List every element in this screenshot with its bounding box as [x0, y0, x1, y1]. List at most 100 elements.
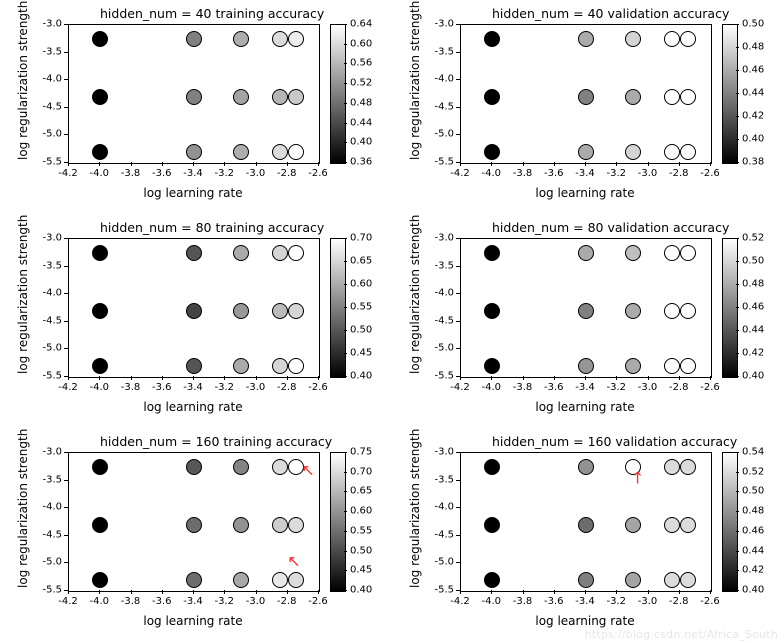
scatter-point [664, 245, 680, 261]
y-tick-mark [456, 293, 460, 294]
scatter-point [288, 572, 304, 588]
scatter-point [578, 31, 594, 47]
x-tick-label: -4.0 [89, 596, 109, 607]
colorbar-tick-mark [344, 83, 347, 84]
scatter-point [484, 358, 500, 374]
colorbar-tick-label: 0.42 [742, 565, 764, 576]
y-tick-label: -3.5 [26, 260, 62, 271]
y-tick-label: -4.0 [26, 74, 62, 85]
colorbar-tick-label: 0.40 [742, 371, 764, 382]
x-tick-mark [162, 590, 163, 594]
scatter-point [578, 358, 594, 374]
scatter-point [233, 144, 249, 160]
plot-area: ↖↖ [68, 452, 320, 592]
x-tick-label: -3.4 [575, 382, 595, 393]
colorbar-tick-mark [736, 70, 739, 71]
scatter-point [92, 517, 108, 533]
scatter-point [186, 31, 202, 47]
x-tick-label: -2.8 [669, 596, 689, 607]
x-tick-mark [554, 590, 555, 594]
x-tick-label: -3.0 [638, 596, 658, 607]
colorbar-tick-label: 0.40 [742, 585, 764, 596]
x-tick-label: -4.2 [58, 596, 78, 607]
x-tick-mark [460, 376, 461, 380]
x-tick-label: -2.6 [308, 596, 328, 607]
x-tick-mark [99, 162, 100, 166]
colorbar-tick-label: 0.52 [742, 466, 764, 477]
colorbar-tick-label: 0.64 [350, 19, 372, 30]
colorbar-tick-label: 0.52 [742, 233, 764, 244]
y-tick-label: -5.0 [26, 129, 62, 140]
x-tick-label: -4.2 [450, 168, 470, 179]
colorbar-tick-label: 0.50 [742, 486, 764, 497]
colorbar-tick-label: 0.65 [350, 486, 372, 497]
colorbar-tick-mark [736, 531, 739, 532]
x-tick-label: -3.2 [214, 168, 234, 179]
x-tick-label: -3.4 [575, 168, 595, 179]
colorbar-tick-mark [736, 116, 739, 117]
scatter-point [664, 31, 680, 47]
y-tick-label: -5.0 [418, 343, 454, 354]
colorbar-tick-label: 0.48 [742, 279, 764, 290]
scatter-point [484, 303, 500, 319]
x-tick-mark [318, 376, 319, 380]
colorbar-tick-mark [344, 261, 347, 262]
x-tick-label: -2.8 [277, 168, 297, 179]
colorbar-tick-label: 0.60 [350, 279, 372, 290]
x-tick-label: -3.6 [152, 596, 172, 607]
x-tick-mark [523, 162, 524, 166]
scatter-point [680, 459, 696, 475]
y-tick-mark [456, 79, 460, 80]
scatter-point [233, 303, 249, 319]
x-tick-mark [616, 590, 617, 594]
y-tick-mark [64, 107, 68, 108]
colorbar-tick-mark [344, 452, 347, 453]
colorbar-tick-label: 0.40 [350, 371, 372, 382]
y-tick-label: -3.0 [418, 19, 454, 30]
y-tick-mark [456, 52, 460, 53]
x-tick-mark [99, 590, 100, 594]
scatter-point [625, 245, 641, 261]
scatter-point [625, 89, 641, 105]
colorbar-tick-label: 0.46 [742, 302, 764, 313]
subplot-grid: hidden_num = 40 training accuracylog lea… [0, 0, 784, 643]
y-tick-mark [64, 507, 68, 508]
y-tick-label: -3.5 [418, 474, 454, 485]
colorbar-tick-label: 0.55 [350, 302, 372, 313]
plot-area [68, 238, 320, 378]
x-tick-mark [710, 162, 711, 166]
scatter-point [664, 144, 680, 160]
y-tick-mark [456, 162, 460, 163]
colorbar-tick-label: 0.36 [350, 157, 372, 168]
y-tick-mark [456, 452, 460, 453]
y-tick-label: -5.5 [26, 157, 62, 168]
y-tick-label: -3.5 [418, 260, 454, 271]
x-tick-mark [679, 162, 680, 166]
scatter-point [680, 245, 696, 261]
y-tick-mark [456, 562, 460, 563]
scatter-point [288, 517, 304, 533]
scatter-point [288, 31, 304, 47]
y-tick-mark [64, 535, 68, 536]
panel-title: hidden_num = 40 validation accuracy [492, 6, 729, 21]
x-tick-mark [131, 376, 132, 380]
x-tick-label: -4.0 [89, 382, 109, 393]
panel-title: hidden_num = 80 training accuracy [100, 220, 324, 235]
scatter-point [578, 89, 594, 105]
x-tick-mark [68, 162, 69, 166]
scatter-point [186, 572, 202, 588]
x-tick-mark [287, 162, 288, 166]
scatter-point [92, 144, 108, 160]
panel-h40-train: hidden_num = 40 training accuracylog lea… [0, 0, 392, 214]
colorbar-tick-mark [344, 376, 347, 377]
scatter-point [272, 303, 288, 319]
scatter-point [578, 459, 594, 475]
x-tick-mark [585, 590, 586, 594]
colorbar-tick-mark [736, 590, 739, 591]
colorbar-tick-label: 0.46 [742, 65, 764, 76]
colorbar-tick-mark [736, 452, 739, 453]
x-tick-label: -4.2 [450, 596, 470, 607]
panel-h80-train: hidden_num = 80 training accuracylog lea… [0, 214, 392, 428]
scatter-point [625, 31, 641, 47]
x-tick-label: -2.6 [700, 596, 720, 607]
